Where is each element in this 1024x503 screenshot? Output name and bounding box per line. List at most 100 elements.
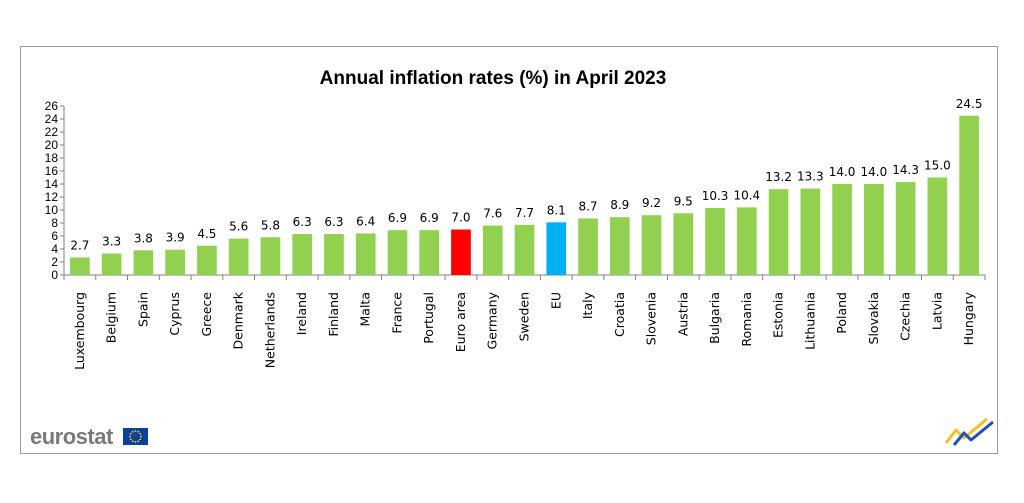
- y-tick-label: 16: [45, 164, 59, 178]
- value-label: 9.2: [642, 196, 661, 210]
- eu-star: [134, 430, 137, 432]
- eurostat-wordmark: eurostat: [30, 424, 114, 449]
- y-tick-label: 0: [51, 268, 58, 282]
- y-tick-label: 8: [51, 216, 58, 230]
- bar-chart: Annual inflation rates (%) in April 2023…: [30, 68, 994, 449]
- bar-luxembourg: [70, 257, 90, 275]
- bar-malta: [355, 233, 376, 275]
- category-label: Greece: [199, 292, 214, 337]
- eu-flag-icon: [123, 428, 148, 445]
- category-label: Denmark: [231, 291, 246, 349]
- value-label: 8.1: [547, 203, 566, 217]
- y-tick-label: 6: [51, 229, 58, 243]
- eu-star: [139, 438, 142, 441]
- value-label: 6.3: [293, 215, 312, 229]
- value-label: 6.3: [324, 215, 343, 229]
- bar-spain: [133, 250, 154, 275]
- value-label: 2.7: [70, 238, 89, 252]
- eu-star: [129, 438, 132, 441]
- value-label: 8.9: [610, 198, 629, 212]
- chart-title: Annual inflation rates (%) in April 2023: [320, 68, 667, 89]
- category-label: Malta: [358, 292, 373, 326]
- value-label: 7.0: [451, 211, 470, 225]
- y-tick-label: 18: [45, 151, 59, 165]
- bar-france: [387, 230, 408, 275]
- value-label: 14.0: [829, 165, 856, 179]
- eu-star: [137, 440, 140, 443]
- bar-denmark: [228, 238, 249, 275]
- bar-italy: [578, 218, 598, 275]
- category-label: Germany: [485, 291, 500, 349]
- bar-greece: [197, 245, 217, 275]
- bar-czechia: [895, 182, 916, 275]
- y-tick-label: 4: [51, 242, 58, 256]
- category-label: Austria: [675, 292, 690, 336]
- y-tick-label: 24: [45, 112, 59, 126]
- value-label: 3.9: [166, 231, 185, 245]
- bar-romania: [736, 207, 757, 275]
- category-label: Sweden: [517, 292, 532, 341]
- eu-star: [131, 440, 134, 443]
- chart-frame: Annual inflation rates (%) in April 2023…: [20, 46, 998, 454]
- bar-eu: [546, 222, 567, 275]
- bar-netherlands: [260, 237, 281, 275]
- eu-star: [131, 430, 134, 433]
- category-label: Estonia: [771, 292, 786, 338]
- category-labels: Luxembourg Belgium Spain Cyprus Greece Denmar…: [72, 291, 976, 370]
- value-label: 10.4: [733, 188, 760, 202]
- bar-bulgaria: [705, 208, 725, 275]
- bar-hungary: [959, 115, 979, 275]
- eu-star: [137, 430, 140, 433]
- bar-croatia: [609, 217, 630, 275]
- bar-germany: [482, 225, 503, 275]
- value-label: 13.2: [765, 170, 792, 184]
- eu-star: [139, 432, 142, 435]
- y-tick-label: 10: [45, 203, 59, 217]
- corner-mark-icon: [944, 417, 994, 446]
- eu-star: [140, 435, 142, 438]
- bar-ireland: [292, 234, 313, 275]
- value-label: 24.5: [956, 97, 983, 111]
- category-label: Lithuania: [802, 292, 817, 350]
- y-tick-label: 20: [45, 138, 59, 152]
- category-label: Croatia: [612, 292, 627, 337]
- category-label: Euro area: [453, 292, 468, 352]
- category-label: Bulgaria: [707, 292, 722, 344]
- category-label: Spain: [135, 292, 150, 327]
- category-label: Hungary: [961, 291, 976, 345]
- category-label: Slovakia: [866, 292, 881, 344]
- value-label: 6.9: [388, 211, 407, 225]
- y-tick-label: 14: [45, 177, 59, 191]
- category-label: Netherlands: [262, 292, 277, 368]
- bar-austria: [673, 213, 694, 275]
- y-tick-label: 12: [45, 190, 59, 204]
- bars: [70, 115, 979, 275]
- category-label: Slovenia: [644, 292, 659, 345]
- category-label: Czechia: [898, 292, 913, 341]
- y-tick-label: 22: [45, 125, 59, 139]
- category-label: Portugal: [421, 292, 436, 344]
- bar-poland: [832, 184, 852, 275]
- category-label: Luxembourg: [72, 292, 87, 370]
- category-label: Finland: [326, 292, 341, 337]
- category-label: Cyprus: [167, 292, 182, 336]
- value-label: 5.6: [229, 220, 248, 234]
- eu-star: [129, 432, 132, 435]
- value-labels: 2.7 3.3 3.8 3.9 4.5 5.6 5.8 6.3 6.3 6.4 6.9 6.9 7.0 7…: [70, 97, 982, 253]
- bar-latvia: [927, 177, 948, 275]
- value-label: 3.3: [102, 235, 121, 249]
- value-label: 4.5: [197, 227, 216, 241]
- value-label: 13.3: [797, 170, 824, 184]
- bar-belgium: [101, 253, 122, 275]
- category-label: Belgium: [104, 292, 119, 343]
- value-label: 7.7: [515, 206, 534, 220]
- bar-cyprus: [165, 249, 186, 275]
- value-label: 9.5: [674, 194, 693, 208]
- category-label: Italy: [580, 291, 595, 319]
- bar-finland: [324, 234, 344, 275]
- category-label: Poland: [834, 292, 849, 334]
- category-label: Romania: [739, 292, 754, 347]
- category-label: EU: [548, 292, 563, 309]
- bar-slovakia: [863, 184, 884, 275]
- value-label: 7.6: [483, 207, 502, 221]
